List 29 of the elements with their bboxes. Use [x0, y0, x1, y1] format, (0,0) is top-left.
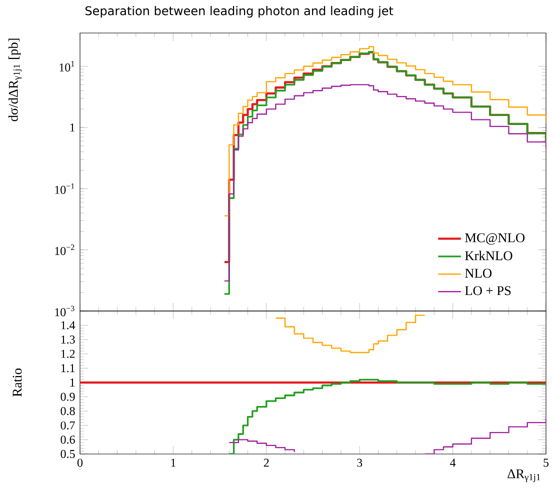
- y-tick-label: 10$^{−2}$: [55, 244, 74, 256]
- y-tick-label: 1.1: [61, 364, 75, 372]
- y-tick-label: 1.4: [61, 321, 76, 330]
- legend-label: NLO: [465, 268, 492, 278]
- y-tick-label: 10$^{−1}$: [55, 183, 74, 194]
- x-tick-label: 4: [450, 458, 456, 467]
- y-tick-label: 1: [70, 378, 75, 386]
- y-tick-label: 0.5: [60, 450, 75, 458]
- y-axis-title: dσ/dΔR$_{γ1j1}$ [pb]: [8, 38, 22, 122]
- y-tick-label: 10$^{1}$: [60, 61, 74, 72]
- x-tick-label: 5: [544, 458, 549, 467]
- y-tick-label: 1.2: [61, 350, 75, 358]
- y-tick-label: 0.7: [60, 421, 75, 430]
- x-axis-title: ΔR$_{γ1j1}$: [508, 469, 540, 482]
- x-tick-label: 0: [77, 458, 83, 467]
- y-tick-label: 0.6: [60, 436, 75, 444]
- y-tick-label: 0.9: [60, 392, 75, 401]
- x-tick-label: 2: [264, 458, 269, 467]
- legend-label: KrkNLO: [465, 250, 512, 260]
- y-tick-label: 0.8: [60, 407, 75, 416]
- y-axis-title: Ratio: [12, 368, 22, 397]
- x-tick-label: 3: [357, 458, 362, 467]
- y-tick-label: 1: [70, 124, 75, 132]
- y-tick-label: 1.3: [61, 336, 75, 344]
- chart-title: Separation between leading photon and leading jet: [86, 6, 394, 18]
- y-tick-label: 10$^{−3}$: [55, 306, 74, 316]
- legend-label: LO + PS: [465, 286, 511, 296]
- x-tick-label: 1: [171, 458, 176, 467]
- legend-label: MC@NLO: [465, 233, 525, 245]
